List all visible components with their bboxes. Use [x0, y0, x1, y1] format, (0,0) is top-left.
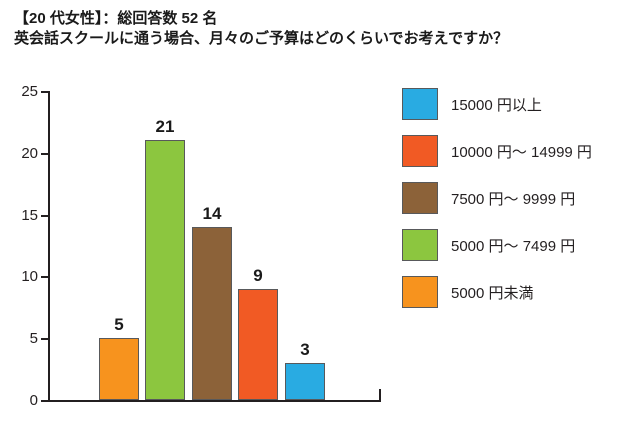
bar [285, 363, 325, 400]
legend-swatch [402, 88, 438, 120]
y-axis-tick [41, 153, 48, 155]
y-axis-line [48, 91, 50, 402]
bar [192, 227, 232, 400]
legend-label: 15000 円以上 [451, 96, 542, 114]
legend-item: 7500 円〜 9999 円 [402, 182, 592, 214]
legend-item: 5000 円〜 7499 円 [402, 229, 592, 261]
y-axis-tick-label: 0 [29, 392, 38, 409]
y-axis-tick [41, 276, 48, 278]
y-axis-tick [41, 338, 48, 340]
y-axis-tick [41, 91, 48, 93]
y-axis-tick-label: 15 [21, 207, 38, 224]
bar [145, 140, 185, 400]
bar [99, 338, 139, 400]
bar-value-label: 5 [114, 315, 124, 334]
legend-swatch [402, 182, 438, 214]
legend-swatch [402, 276, 438, 308]
y-axis-tick-label: 25 [21, 83, 38, 100]
legend-label: 5000 円〜 7499 円 [451, 237, 576, 255]
x-axis-end-tick [379, 389, 381, 402]
chart-subtitle: 英会話スクールに通う場合、月々のご予算はどのくらいでお考えですか？ [14, 30, 509, 47]
legend-label: 7500 円〜 9999 円 [451, 190, 576, 208]
legend: 15000 円以上 10000 円〜 14999 円 7500 円〜 9999 円 5… [402, 88, 592, 308]
y-axis-tick-label: 10 [21, 268, 38, 285]
legend-swatch [402, 135, 438, 167]
title-block: 【20 代女性】：総回答数 52 名 英会話スクールに通う場合、月々のご予算はど… [14, 9, 508, 49]
bar-value-label: 9 [253, 266, 263, 285]
legend-label: 5000 円未満 [451, 284, 534, 302]
bar-value-label: 14 [202, 204, 222, 223]
bar-value-label: 21 [155, 117, 175, 136]
legend-label: 10000 円〜 14999 円 [451, 143, 592, 161]
chart-title: 【20 代女性】：総回答数 52 名 [14, 10, 218, 27]
y-axis-tick-label: 5 [29, 330, 38, 347]
bar-value-label: 3 [300, 340, 310, 359]
legend-item: 10000 円〜 14999 円 [402, 135, 592, 167]
y-axis-tick-label: 20 [21, 145, 38, 162]
y-axis-tick [41, 400, 48, 402]
legend-item: 5000 円未満 [402, 276, 592, 308]
legend-swatch [402, 229, 438, 261]
bar [238, 289, 278, 400]
legend-item: 15000 円以上 [402, 88, 592, 120]
y-axis-tick [41, 215, 48, 217]
x-axis-line [48, 400, 381, 402]
